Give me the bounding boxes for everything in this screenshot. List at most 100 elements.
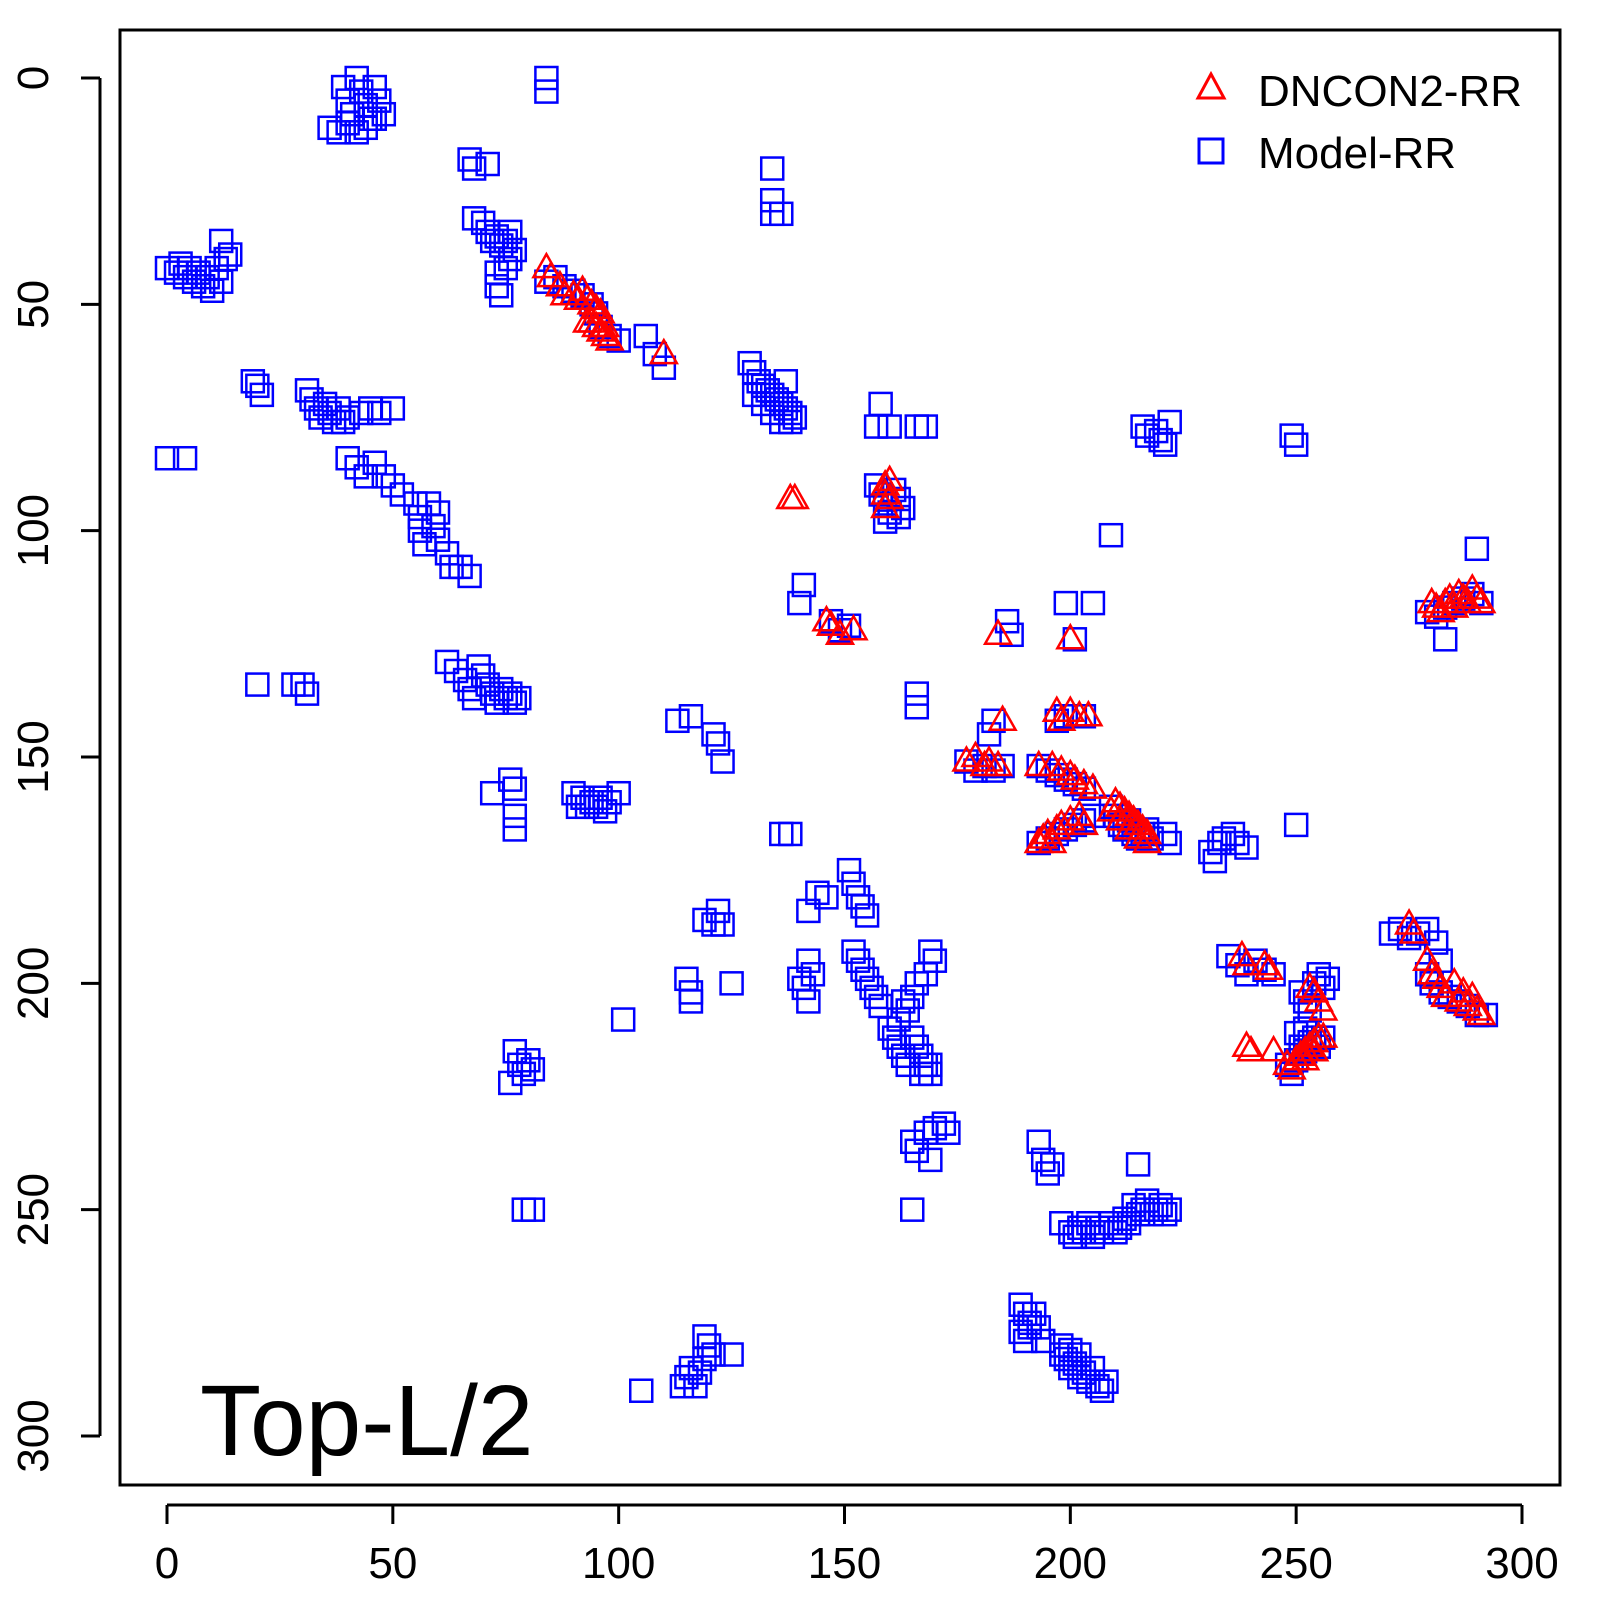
- model-rr-point: [890, 989, 916, 1014]
- panel-annotation: Top-L/2: [200, 1365, 534, 1477]
- model-rr-point: [344, 120, 369, 145]
- model-rr-point: [1076, 1369, 1101, 1394]
- model-rr-point: [1152, 1201, 1178, 1227]
- model-rr-point: [299, 387, 324, 412]
- model-rr-point: [520, 1057, 546, 1082]
- model-rr-point: [434, 541, 460, 566]
- model-rr-point: [561, 780, 586, 806]
- model-rr-point: [1098, 522, 1124, 548]
- model-rr-point: [1080, 1224, 1106, 1250]
- model-rr-point: [845, 948, 871, 973]
- model-rr-point: [434, 649, 460, 675]
- model-rr-point: [330, 409, 356, 435]
- model-rr-point: [922, 1115, 948, 1141]
- model-rr-point: [687, 1360, 713, 1385]
- model-rr-point: [493, 228, 518, 254]
- model-rr-point: [886, 1007, 911, 1032]
- x-tick-label: 150: [808, 1539, 881, 1588]
- dncon2-rr-point: [775, 482, 806, 510]
- model-rr-point: [994, 608, 1020, 634]
- model-rr-point: [1026, 753, 1051, 779]
- legend: DNCON2-RR Model-RR: [1195, 67, 1522, 178]
- dncon2-rr-point: [589, 319, 621, 347]
- model-rr-point: [498, 681, 523, 706]
- model-rr-point: [389, 482, 415, 507]
- model-rr-point: [674, 1364, 699, 1390]
- dncon2-rr-point: [1041, 812, 1072, 840]
- model-rr-point: [195, 264, 220, 290]
- dncon2-rr-point: [982, 749, 1014, 777]
- model-rr-point: [759, 400, 785, 426]
- model-rr-point: [507, 685, 532, 711]
- model-rr-point: [769, 201, 794, 227]
- dncon2-rr-point: [1258, 1034, 1289, 1062]
- model-rr-point: [669, 1373, 695, 1399]
- model-rr-point: [290, 672, 315, 697]
- model-rr-point: [850, 957, 875, 983]
- model-rr-point: [1283, 812, 1309, 838]
- model-rr-point: [348, 400, 374, 426]
- model-rr-point: [502, 817, 528, 842]
- dncon2-rr-point: [870, 477, 901, 505]
- dncon2-rr-point: [1308, 1021, 1339, 1048]
- model-rr-point: [583, 794, 609, 820]
- model-rr-point: [701, 722, 726, 747]
- dncon2-rr-point: [1131, 826, 1163, 854]
- model-rr-point: [407, 504, 433, 530]
- model-rr-point: [1085, 1373, 1110, 1399]
- dncon2-rr-point: [1461, 582, 1492, 609]
- model-rr-point: [348, 79, 374, 104]
- dncon2-rr-point: [1253, 953, 1285, 981]
- model-rr-point: [805, 880, 830, 906]
- model-rr-point: [249, 382, 275, 408]
- model-rr-point: [750, 391, 776, 417]
- model-rr-point: [335, 445, 360, 471]
- dncon2-rr-point: [1290, 1043, 1321, 1071]
- dncon2-rr-point: [1077, 772, 1109, 799]
- model-rr-point: [181, 269, 207, 294]
- model-rr-point: [1220, 821, 1246, 847]
- model-rr-point: [773, 369, 799, 394]
- dncon2-rr-point: [987, 704, 1018, 732]
- model-rr-point: [759, 156, 785, 181]
- dncon2-rr-point: [951, 744, 982, 772]
- model-rr-point: [1130, 414, 1155, 439]
- model-rr-point: [1049, 1333, 1074, 1358]
- dncon2-rr-point: [1439, 591, 1470, 618]
- model-rr-point: [421, 513, 446, 539]
- model-rr-point: [859, 975, 884, 1001]
- model-rr-point: [705, 898, 731, 924]
- model-rr-point: [479, 780, 505, 806]
- model-rr-point: [1012, 1328, 1038, 1354]
- dncon2-rr-point: [1430, 980, 1461, 1008]
- x-tick-label: 50: [368, 1539, 417, 1588]
- model-rr-point: [1089, 1378, 1115, 1403]
- model-rr-point: [854, 903, 880, 928]
- model-rr-point: [1035, 1161, 1060, 1186]
- x-axis: 0 50 100 150 200 250 300: [155, 1503, 1559, 1588]
- y-tick-label: 300: [9, 1399, 58, 1472]
- model-rr-point: [1030, 1328, 1056, 1354]
- model-rr-point: [448, 554, 473, 580]
- model-rr-point: [1157, 1197, 1182, 1222]
- model-rr-point: [665, 708, 690, 734]
- model-rr-point: [787, 590, 812, 616]
- model-rr-point: [213, 246, 238, 272]
- model-rr-point: [362, 450, 388, 476]
- model-rr-point: [1283, 432, 1309, 457]
- model-rr-point: [900, 1025, 925, 1050]
- dncon2-rr-point: [838, 613, 869, 641]
- model-rr-point: [190, 273, 216, 299]
- model-rr-point: [1157, 409, 1182, 435]
- model-rr-point: [1207, 830, 1232, 856]
- model-rr-point: [1125, 1152, 1151, 1177]
- dncon2-rr-point: [1055, 758, 1086, 786]
- model-rr-point: [294, 378, 320, 403]
- model-rr-point: [475, 151, 500, 177]
- model-rr-point: [457, 563, 482, 589]
- model-rr-point: [936, 1120, 961, 1145]
- model-rr-point: [909, 1043, 934, 1069]
- dncon2-rr-point: [1231, 1030, 1262, 1057]
- model-rr-point: [168, 251, 193, 276]
- model-rr-point: [498, 246, 523, 272]
